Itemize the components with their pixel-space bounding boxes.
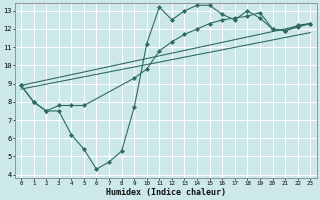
X-axis label: Humidex (Indice chaleur): Humidex (Indice chaleur) bbox=[106, 188, 226, 197]
